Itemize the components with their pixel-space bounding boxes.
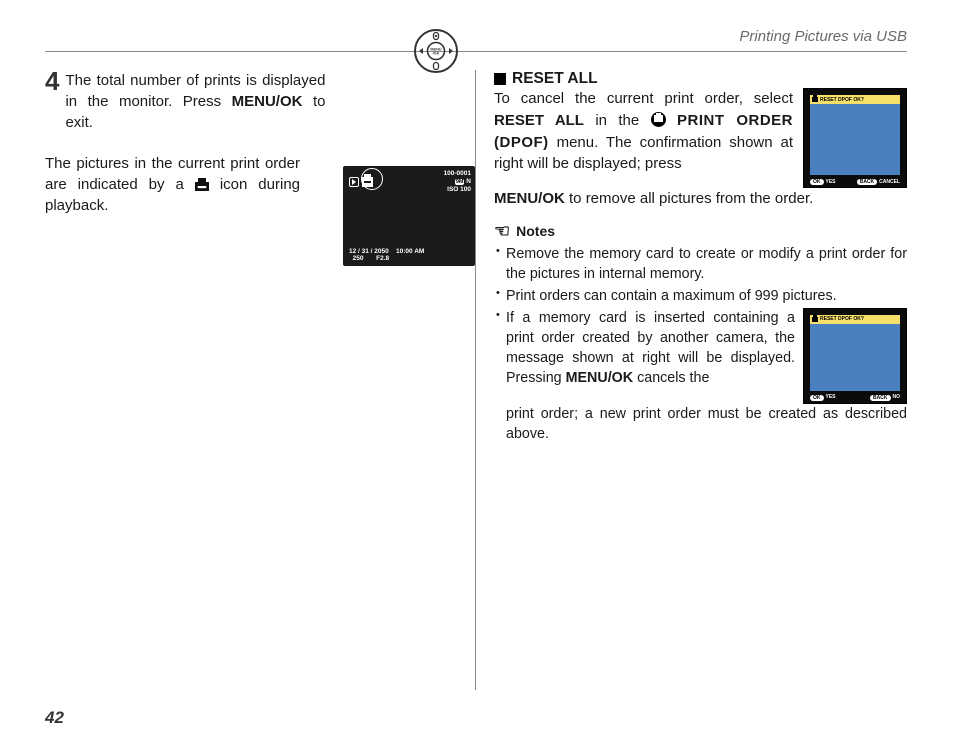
dialog1-title: RESET DPOF OK? <box>820 97 864 103</box>
menu-ok-icon: MENU /OK <box>413 28 459 80</box>
confirm-dialog-1: RESET DPOF OK? OK YES BACK CANCEL <box>803 88 907 188</box>
ok-pill-2: OK <box>810 395 824 401</box>
note-3: If a memory card is inserted containing … <box>494 308 907 444</box>
quality-badge: 9M <box>455 179 465 185</box>
reset-text: To cancel the current print order, selec… <box>494 88 793 175</box>
no-label: NO <box>893 394 901 401</box>
date: 12 / 31 / 2050 <box>349 248 389 255</box>
columns: 4 The total number of prints is displaye… <box>45 70 907 690</box>
cancel-label: CANCEL <box>879 179 900 185</box>
reset-all-heading: RESET ALL <box>494 70 907 88</box>
dialog2-print-icon <box>812 317 818 322</box>
menu-ok-label: MENU/OK <box>232 93 303 110</box>
confirm-dialog-2: RESET DPOF OK? OK YES BACK NO <box>803 308 907 404</box>
dialog-title-bar: RESET DPOF OK? <box>810 95 900 104</box>
note-3-text: If a memory card is inserted containing … <box>506 308 795 388</box>
dialog-footer: OK YES BACK CANCEL <box>810 177 900 187</box>
page: Printing Pictures via USB 4 The total nu… <box>45 28 907 723</box>
header-title: Printing Pictures via USB <box>45 28 907 52</box>
pointing-hand-icon: ☜ <box>494 222 510 240</box>
shutter: 250 <box>353 255 364 262</box>
dialog-print-icon <box>812 97 818 102</box>
print-order-menu-icon <box>651 112 666 127</box>
reset-text-cont: MENU/OK to remove all pictures from the … <box>494 188 907 210</box>
notes-list: Remove the memory card to create or modi… <box>494 244 907 444</box>
yes-label-2: YES <box>826 394 836 401</box>
file-number: 100-0001 <box>444 170 471 177</box>
dialog2-title-bar: RESET DPOF OK? <box>810 315 900 324</box>
play-icon <box>349 177 359 187</box>
quality-n: N <box>466 178 471 185</box>
notes-heading: ☜ Notes <box>494 222 907 240</box>
iso-value: ISO 100 <box>447 186 471 193</box>
square-bullet-icon <box>494 73 506 85</box>
screen-info-bottom: 12 / 31 / 2050 10:00 AM 250 F2.8 <box>349 248 424 262</box>
notes-label: Notes <box>516 223 555 239</box>
dialog2-footer: OK YES BACK NO <box>810 393 900 403</box>
aperture: F2.8 <box>376 255 389 262</box>
step-number: 4 <box>45 68 59 133</box>
note-1: Remove the memory card to create or modi… <box>494 244 907 284</box>
playback-paragraph: The pictures in the current print order … <box>45 153 300 216</box>
page-number: 42 <box>45 708 64 728</box>
dialog2-title: RESET DPOF OK? <box>820 316 864 323</box>
print-order-icon <box>195 176 209 189</box>
svg-text:/OK: /OK <box>433 51 440 55</box>
highlight-circle <box>361 168 383 190</box>
yes-label: YES <box>826 179 836 185</box>
time: 10:00 AM <box>396 248 424 255</box>
reset-all-body: To cancel the current print order, selec… <box>494 88 907 188</box>
ok-pill: OK <box>810 179 824 185</box>
screen-info-right: 100-0001 9M N ISO 100 <box>444 170 471 194</box>
reset-all-label: RESET ALL <box>512 70 598 88</box>
left-column: 4 The total number of prints is displaye… <box>45 70 476 690</box>
note-2: Print orders can contain a maximum of 99… <box>494 286 907 306</box>
step-body: The total number of prints is displayed … <box>65 70 457 133</box>
back-pill-2: BACK <box>870 395 890 401</box>
back-pill: BACK <box>857 179 877 185</box>
right-column: RESET ALL To cancel the current print or… <box>476 70 907 690</box>
playback-screen: 100-0001 9M N ISO 100 12 / 31 / 2050 10:… <box>343 166 475 266</box>
step-4: 4 The total number of prints is displaye… <box>45 70 457 133</box>
note-3-tail: print order; a new print order must be c… <box>506 406 907 442</box>
